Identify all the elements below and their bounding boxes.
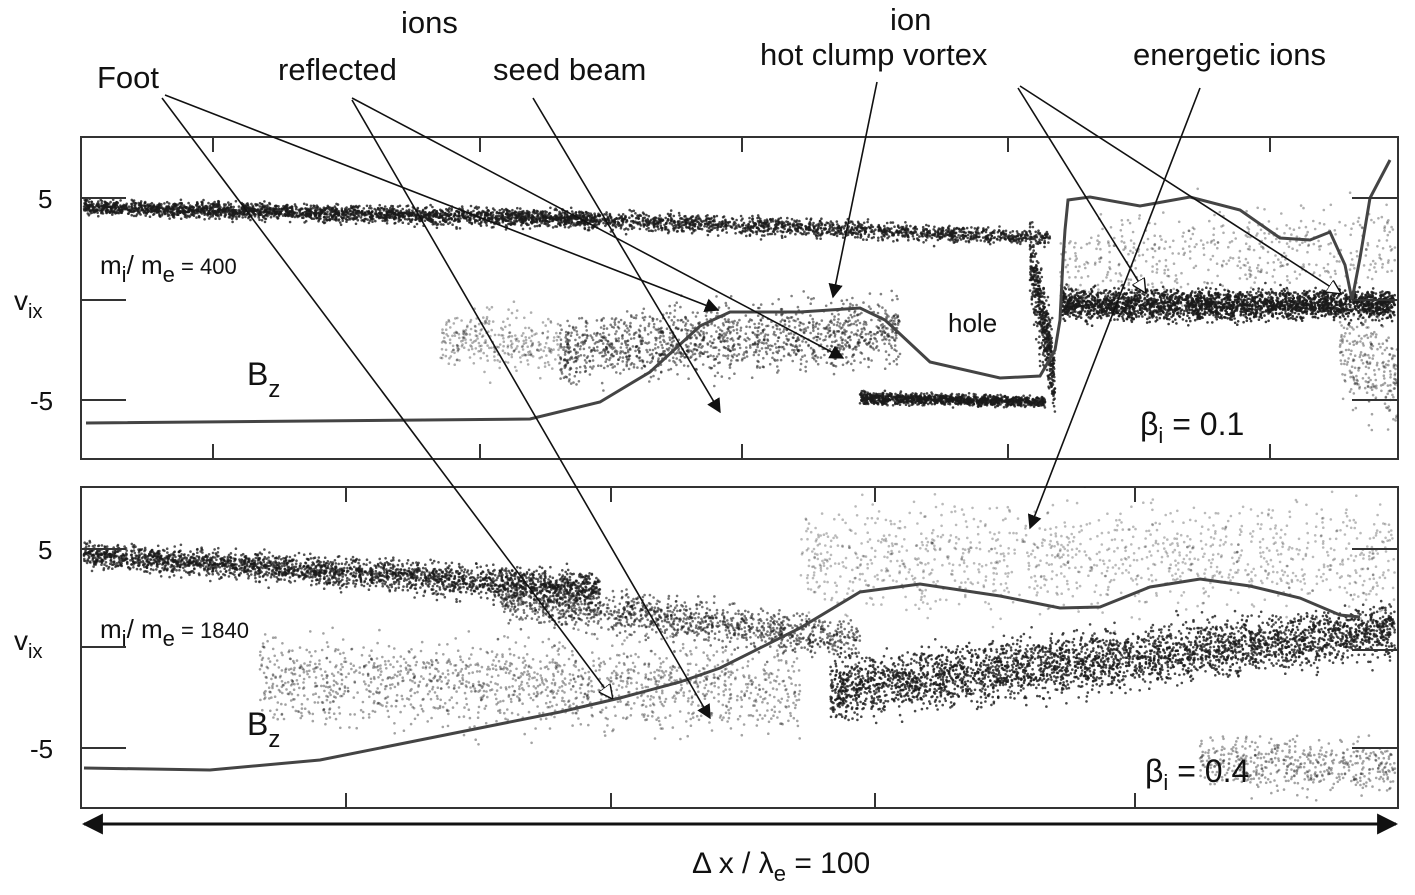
bottom-ylabel: vix xyxy=(14,625,42,663)
top-bz-label: Bz xyxy=(247,356,280,403)
foot-arrow-1 xyxy=(164,94,720,313)
foot-label: Foot xyxy=(97,60,159,95)
bottom-ytick-5: 5 xyxy=(38,535,52,565)
reflected-arrow-2 xyxy=(351,99,711,720)
bottom-panel-ticks xyxy=(81,487,1398,808)
bottom-ytick-neg5: -5 xyxy=(30,734,53,764)
energetic-ions-label: energetic ions xyxy=(1133,37,1326,72)
hot-clump-vortex-label: hot clump vortex xyxy=(760,37,988,72)
ions-label: ions xyxy=(401,5,458,40)
annotation-arrows xyxy=(161,81,1340,720)
top-mass-ratio: mi/ me = 400 xyxy=(100,250,237,287)
bottom-mass-ratio: mi/ me = 1840 xyxy=(100,614,249,651)
bottom-panel-frame xyxy=(80,486,1399,809)
hot-clump-arrow xyxy=(828,81,878,299)
foot-arrow-2 xyxy=(161,97,612,698)
bottom-bz-curve xyxy=(83,577,1361,772)
reflected-label: reflected xyxy=(278,52,397,87)
hole-label: hole xyxy=(948,308,997,338)
ion-label: ion xyxy=(890,2,931,37)
top-beta-label: βi = 0.1 xyxy=(1140,406,1244,448)
bottom-beta-label: βi = 0.4 xyxy=(1145,753,1249,795)
energetic-ions-arrow xyxy=(1027,87,1201,530)
top-ylabel: vix xyxy=(14,285,42,323)
reflected-arrow-1 xyxy=(351,97,845,359)
bottom-bz-label: Bz xyxy=(247,706,280,753)
scale-bar-label: Δ x / λe = 100 xyxy=(692,847,870,886)
top-panel-ticks xyxy=(81,137,1398,459)
seed-beam-label: seed beam xyxy=(493,52,646,87)
top-ytick-neg5: -5 xyxy=(30,386,53,416)
top-ytick-5: 5 xyxy=(38,184,52,214)
top-bz-curve xyxy=(85,159,1392,425)
vortex-arrow-2 xyxy=(1019,85,1340,293)
vortex-arrow-1 xyxy=(1017,87,1145,292)
top-panel-particles xyxy=(82,187,1398,432)
seed-beam-arrow xyxy=(532,97,721,414)
